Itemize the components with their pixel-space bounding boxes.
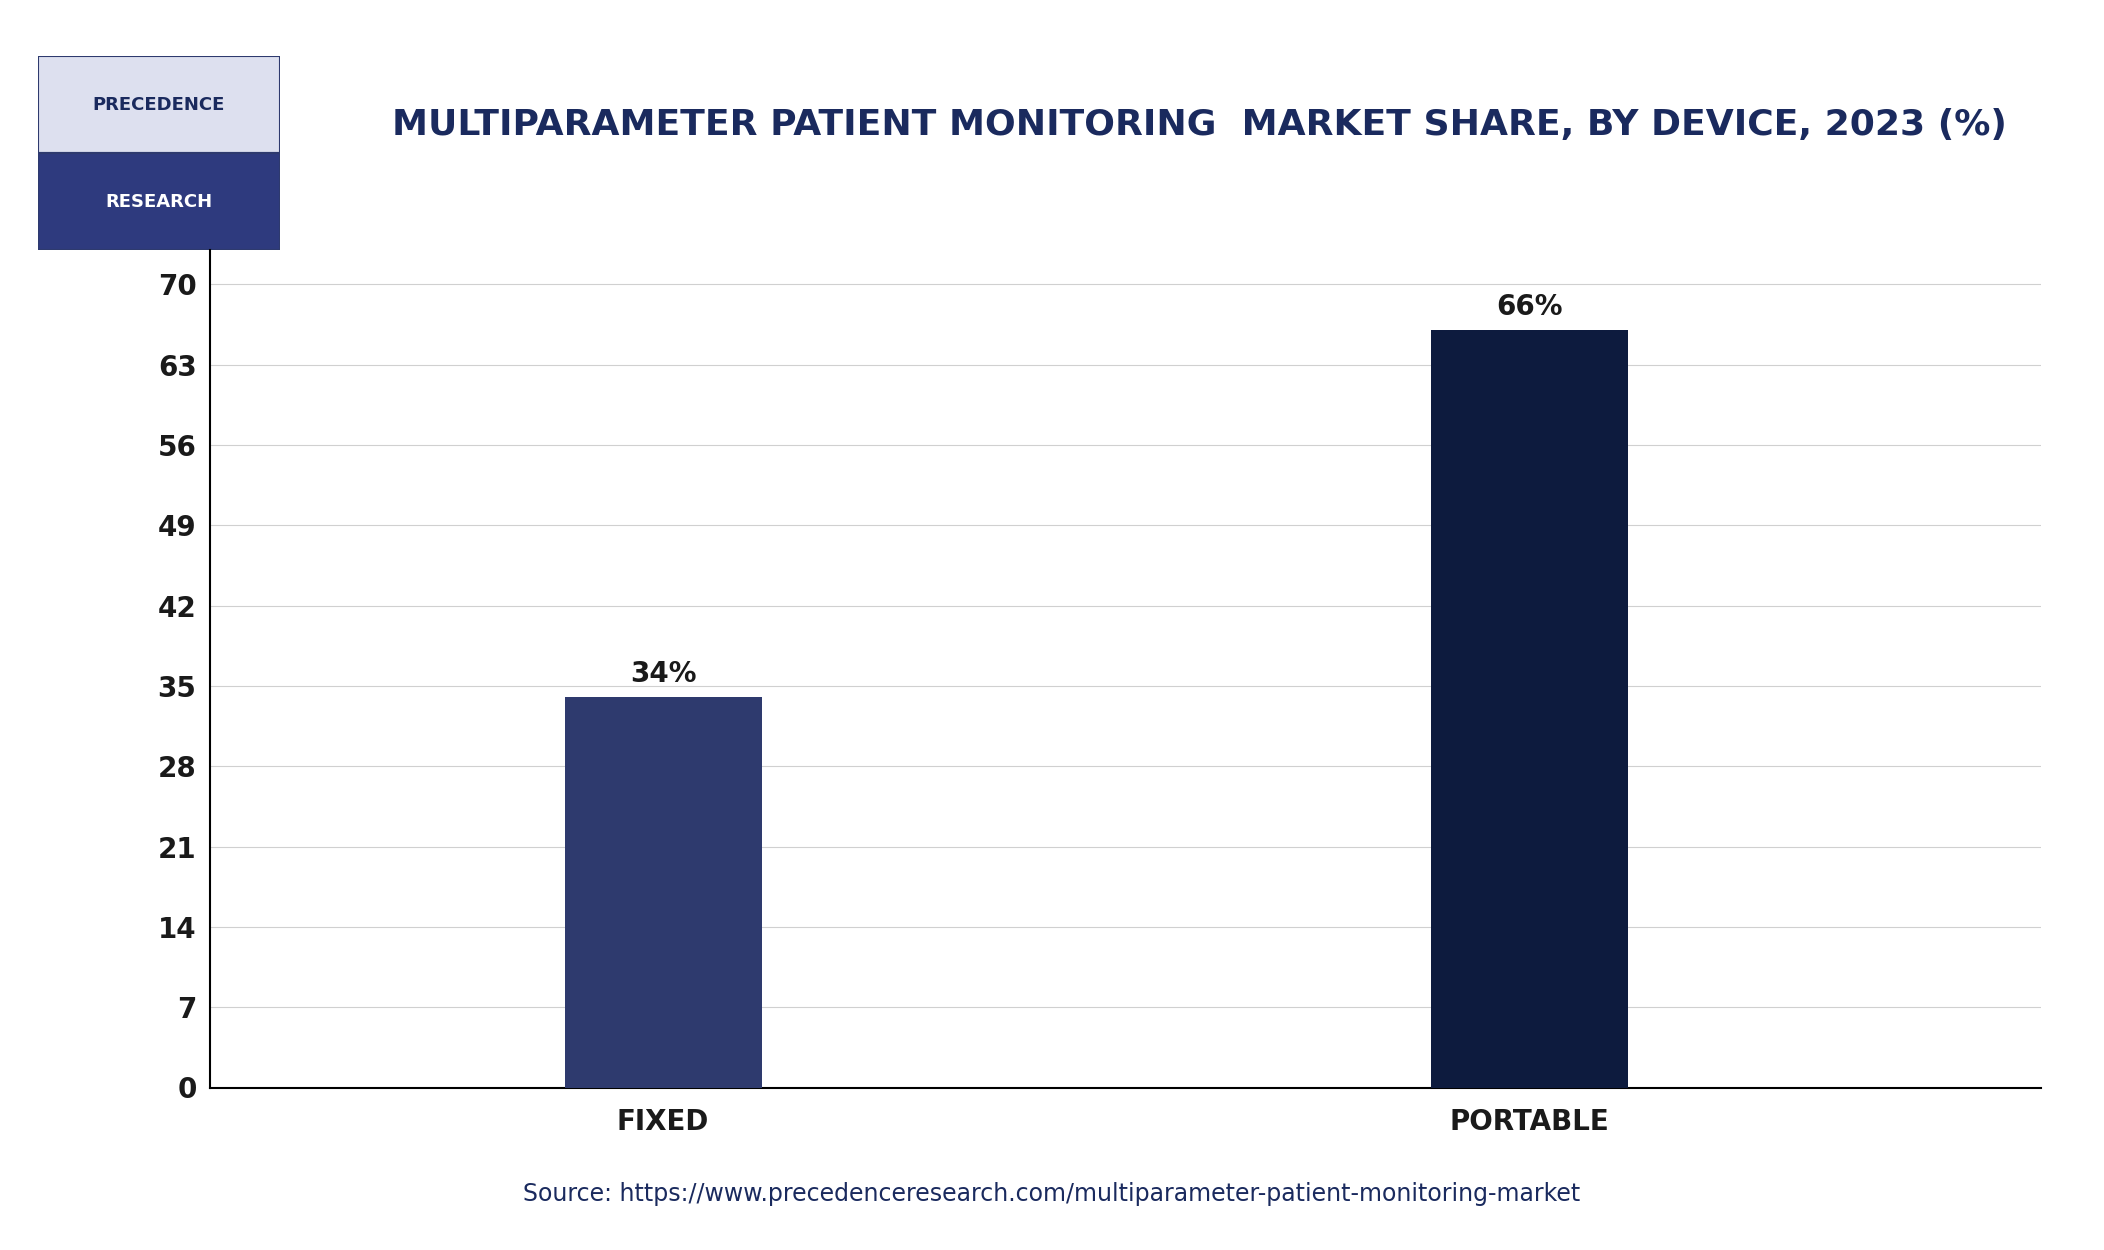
Bar xyxy=(38,152,280,250)
Text: MULTIPARAMETER PATIENT MONITORING  MARKET SHARE, BY DEVICE, 2023 (%): MULTIPARAMETER PATIENT MONITORING MARKET… xyxy=(391,107,2007,142)
Text: 34%: 34% xyxy=(629,660,696,689)
Text: 66%: 66% xyxy=(1496,294,1563,321)
Text: RESEARCH: RESEARCH xyxy=(105,192,213,210)
Text: PRECEDENCE: PRECEDENCE xyxy=(93,96,225,114)
Text: Source: https://www.precedenceresearch.com/multiparameter-patient-monitoring-mar: Source: https://www.precedenceresearch.c… xyxy=(524,1181,1580,1206)
Bar xyxy=(564,698,762,1088)
Bar xyxy=(38,56,280,152)
Bar xyxy=(1431,330,1628,1088)
